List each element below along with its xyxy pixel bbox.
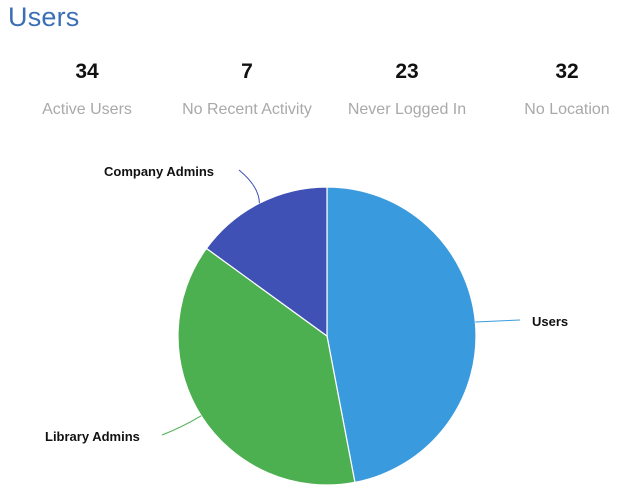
stat-never-logged-in[interactable]: 23 Never Logged In: [317, 58, 497, 120]
stat-value: 32: [555, 60, 579, 83]
stat-value: 23: [395, 60, 419, 83]
leader-line: [238, 169, 260, 204]
pie-slice-library-admins[interactable]: [177, 247, 356, 486]
pie-slice-company-admins[interactable]: [205, 186, 328, 338]
leader-line: [475, 319, 521, 323]
pie-slice-users[interactable]: [326, 186, 477, 484]
stat-value: 34: [75, 60, 99, 83]
stat-value: 7: [241, 60, 253, 83]
slice-label: Users: [532, 314, 568, 329]
stat-label: No Recent Activity: [182, 101, 312, 118]
stats-summary: 34 Active Users 7 No Recent Activity 23 …: [0, 58, 621, 128]
pie-labels: Users Library Admins Company Admins: [45, 164, 568, 444]
stat-label: Active Users: [42, 101, 132, 118]
stat-label: No Location: [524, 101, 610, 118]
page-title: Users: [8, 2, 80, 32]
slice-label: Library Admins: [45, 429, 140, 444]
pie-leader-lines: [161, 169, 521, 436]
users-pie-chart: Users Library Admins Company Admins: [45, 164, 568, 486]
stat-active-users[interactable]: 34 Active Users: [0, 58, 177, 120]
stat-no-recent-activity[interactable]: 7 No Recent Activity: [157, 58, 337, 120]
stat-label: Never Logged In: [347, 101, 467, 118]
slice-label: Company Admins: [104, 164, 214, 179]
pie-slices: [177, 186, 477, 486]
leader-line: [161, 415, 202, 436]
stat-no-location[interactable]: 32 No Location: [477, 58, 621, 120]
